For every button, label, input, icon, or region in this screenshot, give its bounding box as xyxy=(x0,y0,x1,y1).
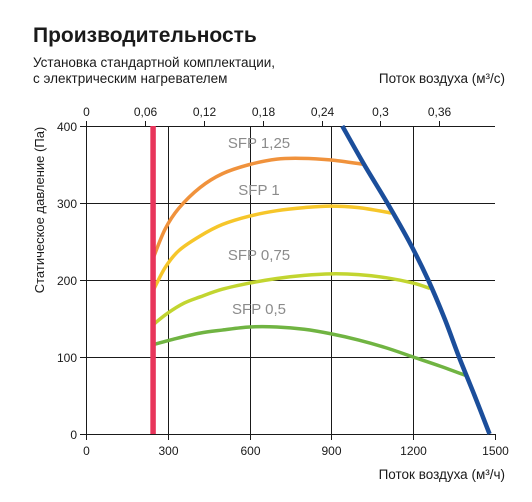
top-x-tick-label: 0,06 xyxy=(134,105,158,119)
series-label-layer: SFP 1,25 SFP 1 SFP 0,75 SFP 0,5 xyxy=(228,135,290,318)
series-line xyxy=(151,156,366,260)
series-line xyxy=(151,272,431,327)
y-tick-label: 200 xyxy=(57,274,77,288)
chart-subtitle-line-2: с электрическим нагревателем xyxy=(33,71,227,86)
y-tick-label: 100 xyxy=(57,351,77,365)
x-tick-label: 300 xyxy=(158,444,178,458)
y-tick-label: 400 xyxy=(57,120,77,134)
series-label: SFP 0,75 xyxy=(228,247,290,264)
x-tick-label: 0 xyxy=(83,444,90,458)
grid-layer xyxy=(80,121,496,440)
series-line xyxy=(151,204,392,292)
x-tick-label: 1500 xyxy=(482,444,509,458)
y-axis-label: Статическое давление (Па) xyxy=(32,127,47,294)
top-x-tick-label: 0 xyxy=(83,105,90,119)
chart-subtitle-line-1: Установка стандартной комплектации, xyxy=(33,55,275,70)
series-label: SFP 1 xyxy=(238,182,279,199)
series-layer xyxy=(150,124,492,435)
top-x-tick-label: 0,36 xyxy=(428,105,452,119)
x-tick-label: 900 xyxy=(321,444,341,458)
y-tick-label: 300 xyxy=(57,197,77,211)
x-tick-label: 600 xyxy=(240,444,260,458)
series-label: SFP 1,25 xyxy=(228,135,290,152)
top-x-tick-label: 0,3 xyxy=(372,105,389,119)
chart-title: Производительность xyxy=(33,24,257,47)
series-line xyxy=(152,324,469,378)
y-tick-label: 0 xyxy=(70,428,77,442)
limit-curve-line xyxy=(340,124,492,435)
series-label: SFP 0,5 xyxy=(232,301,286,318)
top-x-tick-label: 0,12 xyxy=(193,105,217,119)
top-x-tick-label: 0,18 xyxy=(252,105,276,119)
x-tick-label: 1200 xyxy=(400,444,427,458)
top-x-axis-label: Поток воздуха (м³/с) xyxy=(379,71,505,86)
tick-label-layer: 0 100 200 300 400 0 300 600 900 1200 1500 0 0,06 0,12… xyxy=(57,105,509,458)
bottom-x-axis-label: Поток воздуха (м³/ч) xyxy=(379,467,505,482)
top-x-tick-label: 0,24 xyxy=(311,105,335,119)
